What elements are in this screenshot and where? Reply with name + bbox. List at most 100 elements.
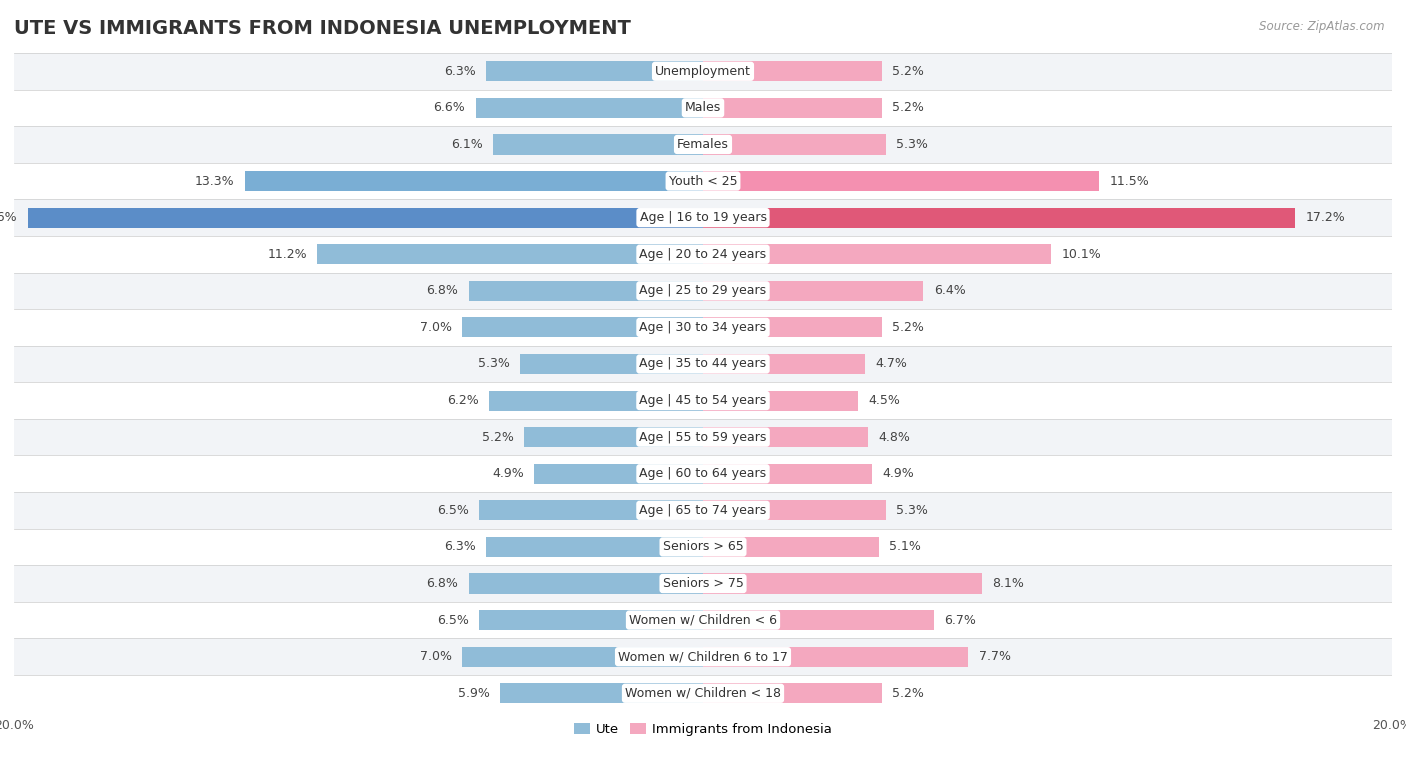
Bar bbox=[14, 638, 1392, 675]
Text: Females: Females bbox=[678, 138, 728, 151]
Bar bbox=[468, 574, 703, 593]
Bar bbox=[14, 89, 1392, 126]
Bar bbox=[14, 456, 1392, 492]
Bar bbox=[14, 346, 1392, 382]
Text: 4.9%: 4.9% bbox=[882, 467, 914, 480]
Text: 11.5%: 11.5% bbox=[1109, 175, 1149, 188]
Text: 11.2%: 11.2% bbox=[267, 248, 307, 260]
Text: Unemployment: Unemployment bbox=[655, 65, 751, 78]
Text: Women w/ Children < 6: Women w/ Children < 6 bbox=[628, 614, 778, 627]
Text: 5.2%: 5.2% bbox=[893, 101, 924, 114]
Text: 5.3%: 5.3% bbox=[478, 357, 510, 370]
Bar bbox=[14, 53, 1392, 89]
Bar bbox=[703, 500, 886, 520]
Text: Youth < 25: Youth < 25 bbox=[669, 175, 737, 188]
Bar bbox=[14, 528, 1392, 565]
Bar bbox=[475, 98, 703, 118]
Text: 6.8%: 6.8% bbox=[426, 285, 458, 298]
Bar bbox=[703, 135, 886, 154]
Bar bbox=[703, 317, 882, 338]
Text: Women w/ Children 6 to 17: Women w/ Children 6 to 17 bbox=[619, 650, 787, 663]
Text: Age | 20 to 24 years: Age | 20 to 24 years bbox=[640, 248, 766, 260]
Text: 4.7%: 4.7% bbox=[875, 357, 907, 370]
Bar bbox=[14, 419, 1392, 456]
Bar bbox=[318, 245, 703, 264]
Bar bbox=[28, 207, 703, 228]
Bar bbox=[489, 391, 703, 410]
Text: Males: Males bbox=[685, 101, 721, 114]
Text: 5.3%: 5.3% bbox=[896, 504, 928, 517]
Text: 4.8%: 4.8% bbox=[879, 431, 911, 444]
Text: 6.5%: 6.5% bbox=[437, 504, 468, 517]
Text: 19.6%: 19.6% bbox=[0, 211, 17, 224]
Bar bbox=[14, 675, 1392, 712]
Legend: Ute, Immigrants from Indonesia: Ute, Immigrants from Indonesia bbox=[568, 718, 838, 741]
Bar bbox=[703, 98, 882, 118]
Text: Age | 35 to 44 years: Age | 35 to 44 years bbox=[640, 357, 766, 370]
Bar bbox=[461, 317, 703, 338]
Bar bbox=[14, 602, 1392, 638]
Bar bbox=[703, 427, 869, 447]
Bar bbox=[524, 427, 703, 447]
Text: 6.7%: 6.7% bbox=[945, 614, 976, 627]
Bar bbox=[461, 646, 703, 667]
Text: 6.2%: 6.2% bbox=[447, 394, 479, 407]
Text: 6.8%: 6.8% bbox=[426, 577, 458, 590]
Text: 5.2%: 5.2% bbox=[893, 65, 924, 78]
Text: 6.3%: 6.3% bbox=[444, 540, 475, 553]
Bar bbox=[14, 309, 1392, 346]
Bar bbox=[703, 61, 882, 81]
Text: 13.3%: 13.3% bbox=[195, 175, 235, 188]
Bar bbox=[486, 61, 703, 81]
Text: UTE VS IMMIGRANTS FROM INDONESIA UNEMPLOYMENT: UTE VS IMMIGRANTS FROM INDONESIA UNEMPLO… bbox=[14, 18, 631, 38]
Text: 4.9%: 4.9% bbox=[492, 467, 524, 480]
Text: 5.3%: 5.3% bbox=[896, 138, 928, 151]
Text: 7.0%: 7.0% bbox=[419, 321, 451, 334]
Text: 8.1%: 8.1% bbox=[993, 577, 1024, 590]
Text: 5.2%: 5.2% bbox=[482, 431, 513, 444]
Text: 5.1%: 5.1% bbox=[889, 540, 921, 553]
Bar bbox=[703, 245, 1050, 264]
Text: Seniors > 75: Seniors > 75 bbox=[662, 577, 744, 590]
Bar bbox=[14, 273, 1392, 309]
Text: Source: ZipAtlas.com: Source: ZipAtlas.com bbox=[1260, 20, 1385, 33]
Bar bbox=[703, 207, 1295, 228]
Text: 10.1%: 10.1% bbox=[1062, 248, 1101, 260]
Bar bbox=[486, 537, 703, 557]
Text: 7.7%: 7.7% bbox=[979, 650, 1011, 663]
Text: 5.2%: 5.2% bbox=[893, 687, 924, 699]
Text: 5.2%: 5.2% bbox=[893, 321, 924, 334]
Bar bbox=[703, 464, 872, 484]
Bar bbox=[245, 171, 703, 191]
Bar bbox=[534, 464, 703, 484]
Text: Age | 45 to 54 years: Age | 45 to 54 years bbox=[640, 394, 766, 407]
Bar bbox=[14, 492, 1392, 528]
Text: 6.6%: 6.6% bbox=[433, 101, 465, 114]
Bar bbox=[494, 135, 703, 154]
Bar bbox=[703, 574, 981, 593]
Text: Women w/ Children < 18: Women w/ Children < 18 bbox=[626, 687, 780, 699]
Text: 6.3%: 6.3% bbox=[444, 65, 475, 78]
Text: Age | 16 to 19 years: Age | 16 to 19 years bbox=[640, 211, 766, 224]
Text: Age | 25 to 29 years: Age | 25 to 29 years bbox=[640, 285, 766, 298]
Bar bbox=[14, 565, 1392, 602]
Text: 7.0%: 7.0% bbox=[419, 650, 451, 663]
Bar bbox=[703, 684, 882, 703]
Bar bbox=[14, 236, 1392, 273]
Text: 6.4%: 6.4% bbox=[934, 285, 966, 298]
Bar bbox=[468, 281, 703, 301]
Bar bbox=[14, 199, 1392, 236]
Text: 4.5%: 4.5% bbox=[869, 394, 900, 407]
Bar bbox=[703, 537, 879, 557]
Text: Age | 30 to 34 years: Age | 30 to 34 years bbox=[640, 321, 766, 334]
Bar bbox=[499, 684, 703, 703]
Bar bbox=[14, 163, 1392, 199]
Text: Age | 60 to 64 years: Age | 60 to 64 years bbox=[640, 467, 766, 480]
Text: 6.5%: 6.5% bbox=[437, 614, 468, 627]
Text: Seniors > 65: Seniors > 65 bbox=[662, 540, 744, 553]
Text: 5.9%: 5.9% bbox=[457, 687, 489, 699]
Bar bbox=[14, 126, 1392, 163]
Text: 6.1%: 6.1% bbox=[451, 138, 482, 151]
Bar bbox=[479, 500, 703, 520]
Bar bbox=[703, 354, 865, 374]
